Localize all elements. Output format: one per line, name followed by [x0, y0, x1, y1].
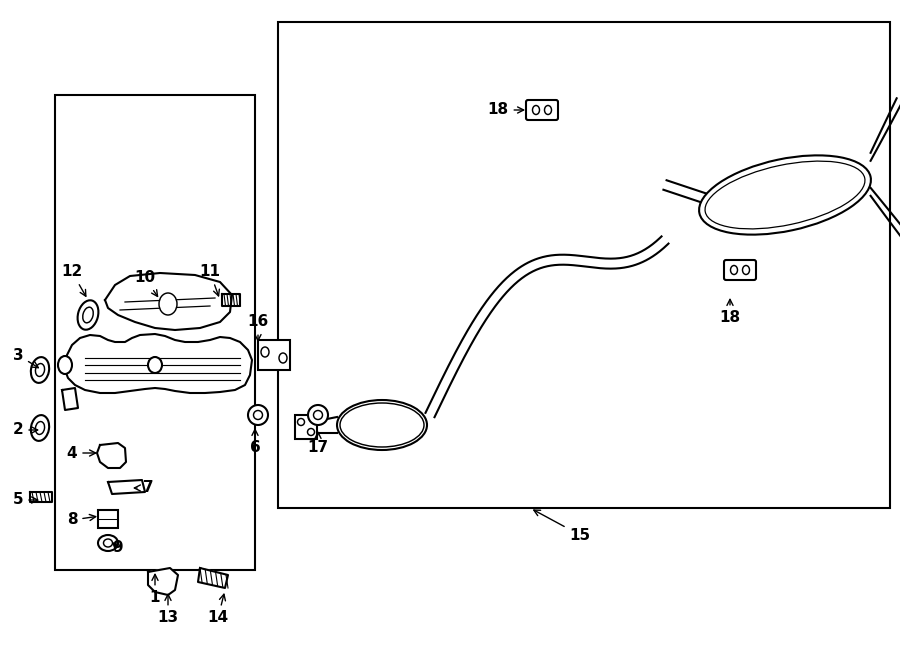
Polygon shape — [62, 388, 78, 410]
FancyBboxPatch shape — [526, 100, 558, 120]
Ellipse shape — [544, 106, 552, 114]
Text: 14: 14 — [207, 594, 229, 625]
Text: 1: 1 — [149, 574, 160, 605]
Ellipse shape — [77, 300, 98, 330]
Text: 2: 2 — [13, 422, 38, 438]
Text: 3: 3 — [13, 348, 39, 368]
Text: 10: 10 — [134, 270, 158, 296]
Text: 17: 17 — [308, 432, 328, 455]
Polygon shape — [97, 443, 126, 468]
Text: 9: 9 — [112, 541, 123, 555]
Ellipse shape — [254, 410, 263, 420]
Ellipse shape — [340, 403, 424, 447]
Text: 12: 12 — [61, 264, 86, 296]
Text: 6: 6 — [249, 430, 260, 455]
Ellipse shape — [35, 422, 45, 434]
Text: 13: 13 — [158, 594, 178, 625]
Polygon shape — [198, 568, 228, 588]
FancyBboxPatch shape — [724, 260, 756, 280]
Bar — [258, 340, 290, 370]
Ellipse shape — [308, 405, 328, 425]
Ellipse shape — [58, 356, 72, 374]
Ellipse shape — [159, 293, 177, 315]
Ellipse shape — [31, 415, 50, 441]
Ellipse shape — [731, 266, 737, 274]
Polygon shape — [65, 334, 252, 393]
Ellipse shape — [279, 353, 287, 363]
Ellipse shape — [148, 357, 162, 373]
Ellipse shape — [313, 410, 322, 420]
Ellipse shape — [83, 307, 94, 323]
Polygon shape — [148, 568, 178, 595]
Bar — [278, 22, 890, 508]
Polygon shape — [108, 480, 145, 494]
Ellipse shape — [261, 347, 269, 357]
Ellipse shape — [298, 418, 304, 426]
Ellipse shape — [337, 400, 427, 450]
Text: 16: 16 — [248, 315, 268, 340]
Polygon shape — [30, 492, 52, 502]
Ellipse shape — [35, 364, 45, 377]
Ellipse shape — [248, 405, 268, 425]
Text: 4: 4 — [67, 446, 95, 461]
Text: 8: 8 — [67, 512, 95, 527]
Ellipse shape — [308, 428, 314, 436]
Polygon shape — [426, 237, 669, 417]
Text: 5: 5 — [13, 492, 38, 508]
Bar — [98, 510, 118, 528]
Text: 15: 15 — [534, 510, 590, 543]
Polygon shape — [105, 273, 232, 330]
Bar — [295, 415, 317, 439]
Ellipse shape — [31, 357, 50, 383]
Text: 7: 7 — [134, 481, 153, 496]
Text: 11: 11 — [200, 264, 220, 296]
Ellipse shape — [533, 106, 539, 114]
Polygon shape — [870, 98, 900, 161]
Ellipse shape — [742, 266, 750, 274]
Bar — [55, 95, 255, 570]
Polygon shape — [222, 294, 240, 306]
Polygon shape — [870, 188, 900, 241]
Text: 18: 18 — [488, 102, 524, 118]
Ellipse shape — [98, 535, 118, 551]
Ellipse shape — [699, 155, 871, 235]
Ellipse shape — [104, 539, 112, 547]
Text: 18: 18 — [719, 299, 741, 325]
